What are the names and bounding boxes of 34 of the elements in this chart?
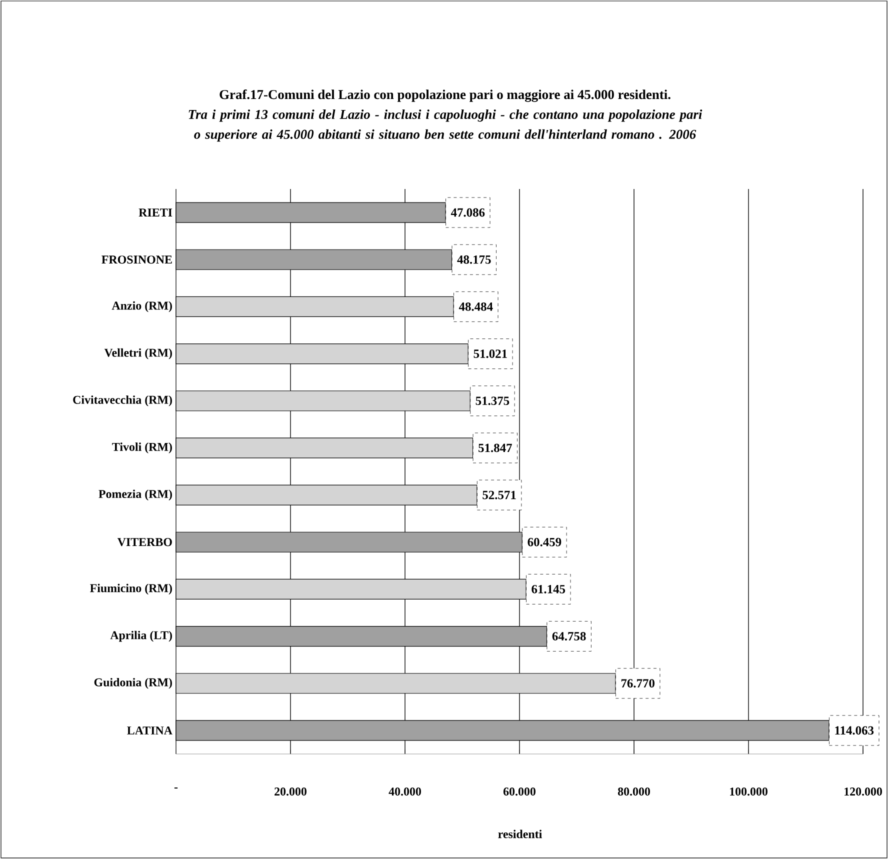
data-label: 48.175 [457,255,491,264]
x-axis-title: residenti [498,830,542,838]
x-tick-label: 40.000 [388,788,421,796]
y-tick-label: Pomezia (RM) [98,490,172,500]
x-tick-label: 120.000 [844,788,882,796]
y-tick-label: Anzio (RM) [112,301,172,312]
data-label: 48.484 [458,302,493,311]
data-label: 61.145 [532,584,566,594]
data-label: 51.375 [476,396,510,406]
x-tick-label: 60.000 [503,788,536,796]
y-tick-label: Velletri (RM) [104,348,172,360]
y-tick-label: Aprilia (LT) [110,630,172,642]
y-tick-label: FROSINONE [102,256,172,264]
y-tick-label: Guidonia (RM) [94,678,172,689]
y-tick-label: LATINA [127,726,172,734]
data-label: 64.758 [552,632,586,641]
chart-subtitle: Tra i primi 13 comuni del Lazio - inclusi i capoluoghi - che contano una popolazione pari o superiore ai 45.000 abitanti si situano ben sette comuni dell'hinterland romano . 2006 [188,110,702,142]
data-label: 47.086 [450,208,485,217]
data-label: 60.459 [528,538,562,546]
data-label: 51.847 [478,444,512,452]
y-tick-label: Civitavecchia (RM) [73,395,172,406]
x-tick-label: - [174,788,178,789]
x-tick-label: 100.000 [730,788,768,796]
x-tick-label: 80.000 [618,788,650,796]
x-tick-label: 20.000 [274,788,306,796]
y-tick-label: Fiumicino (RM) [90,584,172,595]
y-tick-label: Tivoli (RM) [112,442,172,454]
data-label: 52.571 [482,490,516,500]
data-label: 114.063 [835,726,874,735]
y-tick-label: RIETI [138,208,172,216]
chart-title: Graf.17-Comuni del Lazio con popolazione pari o maggiore ai 45.000 residenti. [220,90,670,102]
data-label: 51.021 [474,350,507,358]
y-tick-label: VITERBO [117,538,172,546]
data-label: 76.770 [621,679,654,688]
